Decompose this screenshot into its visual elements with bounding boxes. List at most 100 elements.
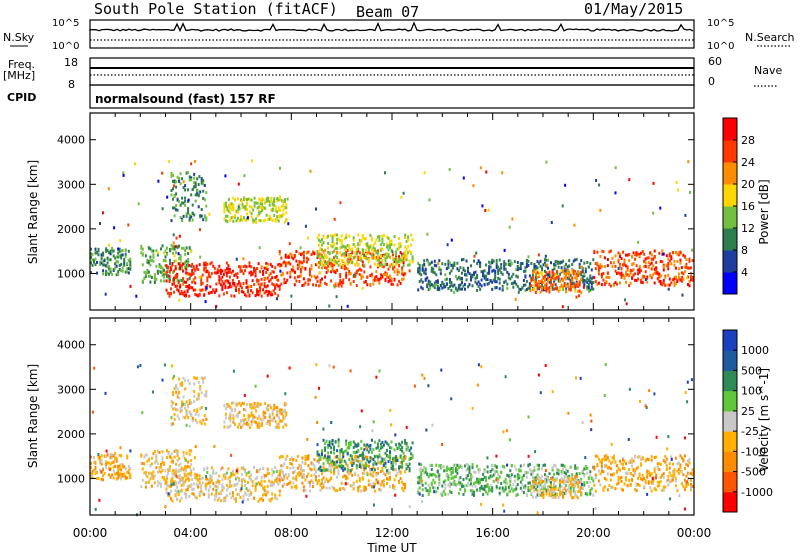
power-speckle (276, 297, 278, 301)
power-cell-0 (100, 253, 103, 257)
power-cell-0 (118, 264, 121, 267)
velocity-cell-9 (596, 462, 599, 466)
velocity-cell-6 (319, 468, 322, 472)
power-cell-0 (105, 272, 108, 276)
power-cell-6 (396, 247, 399, 251)
velocity-cell-5 (345, 477, 348, 481)
power-cell-3 (187, 171, 190, 175)
velocity-cell-3 (181, 404, 184, 408)
velocity-cell-6 (395, 457, 397, 461)
power-cell-9 (667, 261, 670, 265)
power-cell-2 (188, 272, 191, 276)
power-cell-7 (541, 283, 543, 287)
power-cell-9 (658, 275, 661, 279)
power-cell-7 (430, 260, 433, 264)
velocity-cell-1 (149, 464, 152, 468)
power-cell-5 (378, 278, 381, 281)
velocity-cell-6 (404, 439, 407, 442)
power-cell-9 (638, 270, 641, 274)
velocity-cell-8 (550, 488, 552, 492)
velocity-cell-7 (438, 483, 441, 487)
velocity-cell-1 (141, 478, 144, 482)
power-cell-2 (179, 285, 182, 289)
power-cell-5 (293, 283, 296, 287)
velocity-cell-2 (245, 487, 248, 491)
power-cell-0 (123, 263, 126, 267)
power-cell-9 (620, 257, 623, 261)
power-cell-4 (250, 205, 253, 209)
power-cell-8 (569, 282, 572, 286)
power-cell-8 (577, 274, 580, 277)
velocity-cell-7 (454, 475, 457, 478)
power-cell-9 (653, 249, 656, 253)
power-cell-9 (641, 276, 644, 280)
velocity-cell-4 (249, 414, 252, 418)
power-cell-5 (393, 260, 396, 263)
velocity-cell-2 (191, 492, 194, 495)
power-cell-2 (174, 276, 177, 280)
power-cell-9 (640, 278, 643, 282)
velocity-cell-5 (376, 460, 379, 464)
power-cell-2 (219, 271, 222, 275)
power-cell-7 (509, 259, 512, 263)
power-cell-4 (261, 208, 264, 212)
velocity-cell-6 (369, 456, 372, 460)
power-cell-2 (198, 263, 201, 267)
velocity-cell-8 (554, 487, 557, 491)
power-cell-9 (594, 262, 597, 266)
power-cell-3 (203, 198, 206, 202)
power-cell-6 (325, 261, 328, 265)
velocity-cell-7 (509, 479, 512, 483)
velocity-cell-0 (112, 469, 115, 473)
power-cell-3 (205, 216, 208, 220)
velocity-cell-6 (389, 454, 391, 457)
velocity-cell-6 (348, 458, 351, 462)
power-cell-6 (393, 235, 396, 239)
velocity-cell-7 (501, 464, 504, 468)
velocity-cell-7 (509, 483, 512, 487)
velocity-cell-7 (592, 479, 595, 483)
power-cell-1 (144, 254, 147, 258)
power-speckle (503, 248, 506, 252)
velocity-cell-5 (375, 473, 378, 477)
velocity-cell-8 (542, 496, 545, 499)
power-speckle (279, 195, 282, 199)
velocity-cell-2 (216, 478, 219, 482)
velocity-cell-6 (322, 462, 325, 466)
velocity-cell-7 (513, 474, 516, 478)
velocity-cell-2 (241, 484, 243, 488)
power-cell-6 (364, 237, 367, 241)
power-cell-1 (149, 280, 152, 284)
velocity-cell-7 (486, 492, 489, 496)
power-cell-7 (578, 262, 581, 266)
power-cell-8 (534, 280, 537, 284)
power-cell-7 (500, 271, 503, 275)
velocity-cell-5 (305, 457, 308, 461)
power-cell-2 (256, 288, 259, 292)
power-cell-9 (634, 251, 637, 255)
power-cell-5 (393, 269, 396, 273)
velocity-cell-1 (144, 471, 147, 474)
power-cell-7 (474, 280, 477, 284)
velocity-cell-7 (420, 467, 423, 471)
power-cell-5 (309, 267, 311, 271)
velocity-cell-7 (457, 478, 460, 482)
velocity-cell-2 (225, 488, 228, 492)
velocity-cell-4 (241, 418, 244, 422)
power-cell-0 (121, 266, 124, 270)
velocity-cell-0 (109, 456, 112, 460)
power-cell-4 (267, 217, 270, 221)
velocity-cell-8 (550, 491, 552, 495)
velocity-cell-7 (476, 464, 479, 468)
velocity-cell-2 (268, 479, 271, 483)
power-cell-6 (408, 263, 411, 267)
power-cell-6 (387, 248, 390, 252)
power-cell-7 (589, 262, 592, 266)
velocity-cell-5 (384, 459, 387, 463)
power-cell-7 (429, 280, 432, 284)
velocity-cell-2 (167, 467, 169, 471)
velocity-cell-7 (436, 470, 439, 474)
velocity-cell-7 (586, 492, 589, 496)
power-cell-2 (191, 272, 194, 276)
power-cell-6 (357, 247, 360, 251)
